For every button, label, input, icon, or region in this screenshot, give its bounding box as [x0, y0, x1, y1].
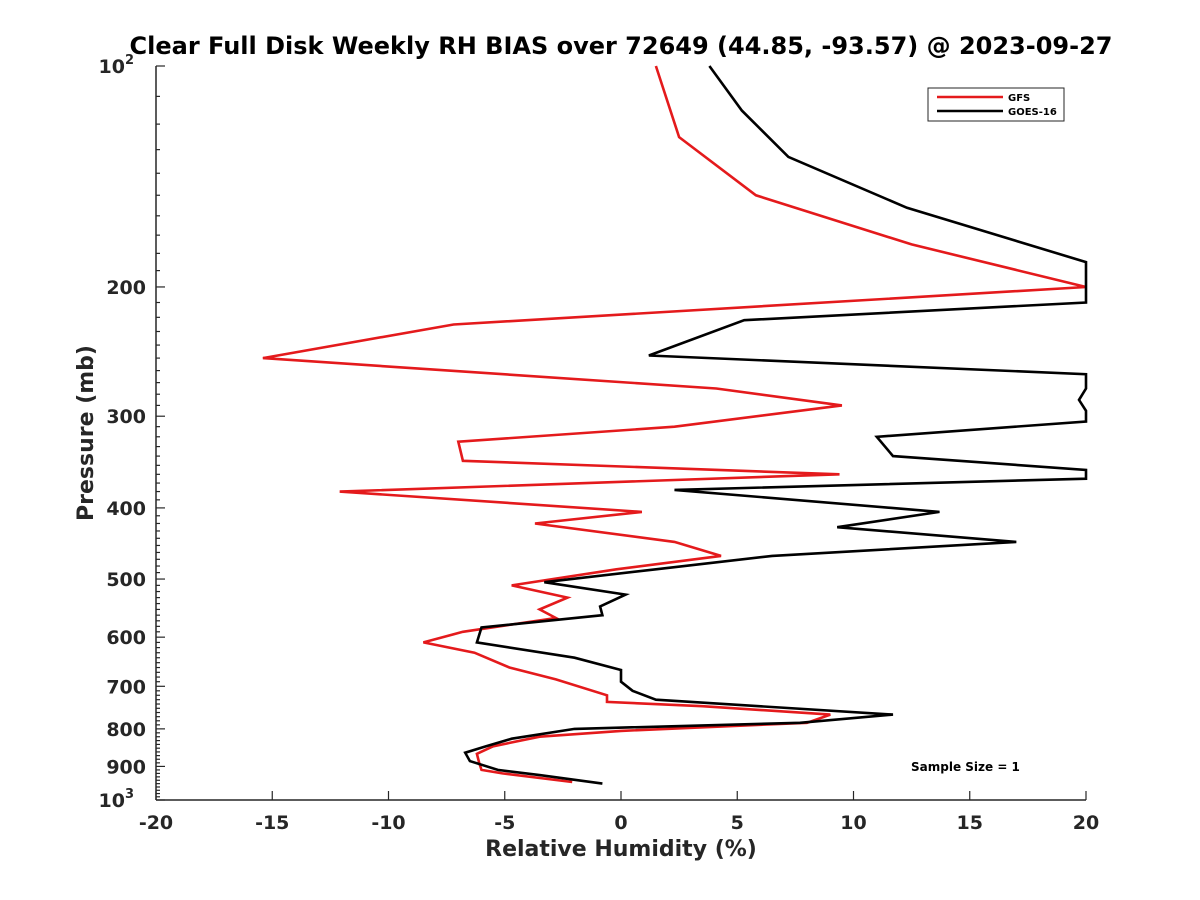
x-tick-label: -20 [139, 812, 173, 834]
y-tick-label: 300 [106, 406, 146, 428]
legend: GFS GOES-16 [927, 87, 1065, 122]
sample-size-annotation: Sample Size = 1 [911, 760, 1020, 774]
y-tick-label: 102 [99, 53, 135, 78]
y-tick-label: 800 [106, 719, 146, 741]
y-tick-label: 900 [106, 756, 146, 778]
x-ticks: -20 -15 -10 -5 0 5 10 15 20 [139, 791, 1099, 834]
y-tick-label: 500 [106, 569, 146, 591]
x-tick-label: 20 [1073, 812, 1099, 834]
x-tick-label: 15 [957, 812, 983, 834]
x-tick-label: -15 [255, 812, 289, 834]
x-axis-label: Relative Humidity (%) [485, 837, 757, 862]
series-layer [262, 65, 1088, 785]
series-line-goes-16 [463, 65, 1088, 785]
x-tick-label: 10 [840, 812, 866, 834]
chart-title: Clear Full Disk Weekly RH BIAS over 7264… [130, 32, 1113, 60]
y-axis-label: Pressure (mb) [74, 345, 99, 521]
legend-box [927, 87, 1065, 122]
legend-label-goes-16: GOES-16 [1008, 107, 1057, 118]
y-tick-label: 700 [106, 676, 146, 698]
series-line-gfs [262, 65, 1087, 784]
x-tick-label: 0 [614, 812, 627, 834]
x-tick-label: -10 [371, 812, 405, 834]
x-tick-label: -5 [494, 812, 515, 834]
x-tick-label: 5 [731, 812, 744, 834]
legend-label-gfs: GFS [1008, 93, 1030, 104]
y-tick-label: 600 [106, 627, 146, 649]
y-tick-label: 400 [106, 498, 146, 520]
y-tick-label: 103 [99, 787, 135, 812]
y-ticks: 102 200 300 400 500 600 700 800 900 103 [99, 53, 165, 812]
y-tick-label: 200 [106, 277, 146, 299]
